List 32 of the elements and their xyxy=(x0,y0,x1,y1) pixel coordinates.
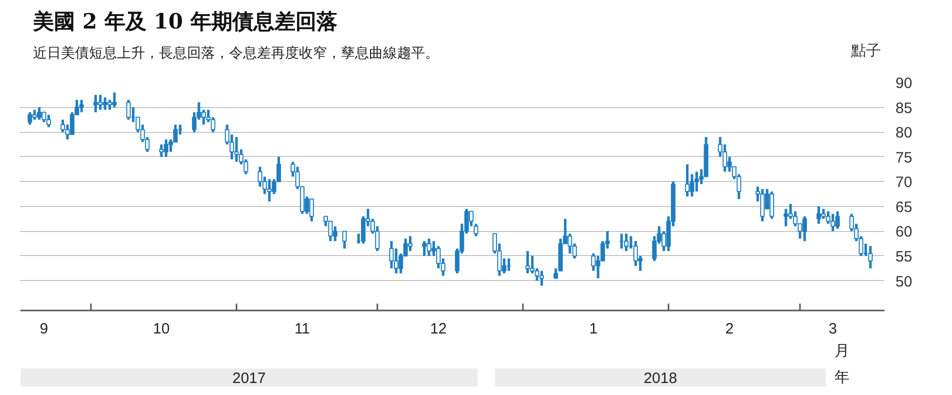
y-tick-label: 85 xyxy=(896,100,912,117)
candlestick xyxy=(474,222,478,238)
candlestick xyxy=(685,163,690,198)
x-tick-label: 12 xyxy=(430,320,447,338)
y-tick-label: 55 xyxy=(896,248,912,266)
x-tick-label: 2 xyxy=(725,320,734,338)
x-tick-label: 1 xyxy=(589,320,598,338)
candlestick xyxy=(126,98,131,121)
y-tick-label: 50 xyxy=(896,273,912,290)
y-tick-label: 65 xyxy=(896,198,912,216)
candlestick xyxy=(342,230,347,250)
candlestick xyxy=(624,232,628,252)
candlestick xyxy=(816,205,822,226)
chart-subtitle: 近日美債短息上升，長息回落，令息差再度收窄，孳息曲線趨平。 xyxy=(33,44,440,60)
y-tick-label: 60 xyxy=(896,224,912,241)
candlestick xyxy=(868,244,873,270)
text: 年 xyxy=(834,369,850,386)
candlestick xyxy=(408,234,412,252)
x-tick-label: 11 xyxy=(294,320,310,338)
y-axis-title: 點子 xyxy=(850,42,881,60)
x-tick-label: 9 xyxy=(40,320,48,338)
text: 2017 xyxy=(232,370,266,387)
x-tick-label: 3 xyxy=(828,320,838,338)
y-tick-label: 80 xyxy=(896,124,912,142)
y-tick-label: 70 xyxy=(896,174,912,192)
y-tick-label: 75 xyxy=(896,149,912,166)
x-axis-title: 月 xyxy=(834,342,850,360)
candlestick xyxy=(539,270,544,287)
x-tick-label: 10 xyxy=(153,320,170,338)
text: 2018 xyxy=(644,370,678,387)
y-tick-label: 90 xyxy=(896,75,912,92)
chart-title: 美國 2 年及 10 年期債息差回落 xyxy=(32,8,338,34)
